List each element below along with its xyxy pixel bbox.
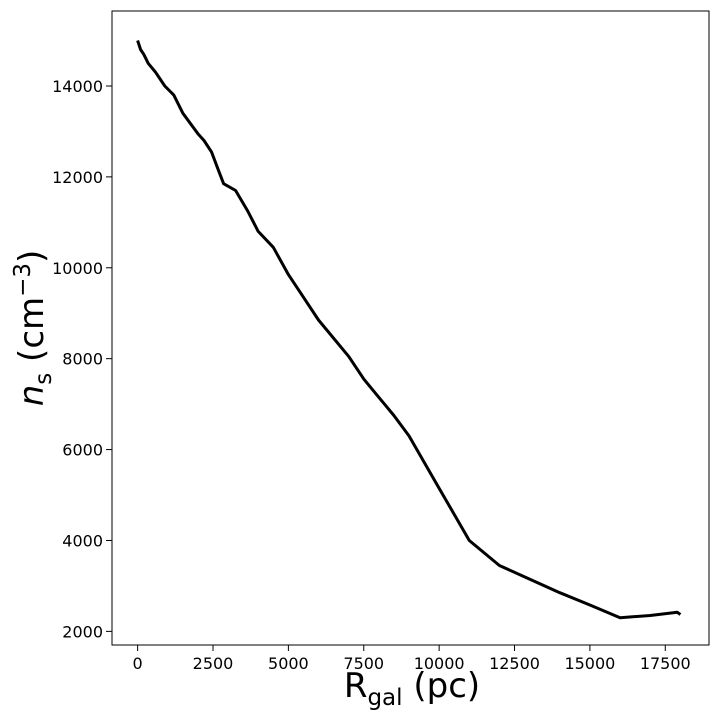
y-tick-label: 14000 xyxy=(52,77,103,96)
x-tick-label: 0 xyxy=(133,654,143,673)
x-tick-label: 12500 xyxy=(489,654,540,673)
x-axis-title-subscript: gal xyxy=(367,685,402,711)
x-tick-label: 2500 xyxy=(193,654,234,673)
data-series-line xyxy=(136,40,682,620)
y-axis-title: ns (cm−3) xyxy=(10,250,57,407)
x-axis-title-unit: (pc) xyxy=(403,666,481,706)
y-tick-label: 6000 xyxy=(62,441,103,460)
y-tick-label: 12000 xyxy=(52,168,103,187)
x-tick-label: 5000 xyxy=(268,654,309,673)
y-tick-label: 10000 xyxy=(52,259,103,278)
y-tick-label: 8000 xyxy=(62,350,103,369)
x-tick-label: 15000 xyxy=(564,654,615,673)
x-tick-label: 10000 xyxy=(414,654,465,673)
y-axis-ticks: 2000 4000 6000 8000 10000 12000 14000 xyxy=(52,77,112,641)
y-axis-title-main: n xyxy=(12,385,52,407)
plot-area xyxy=(111,10,710,646)
y-tick-label: 2000 xyxy=(62,622,103,641)
y-axis-title-subscript: s xyxy=(31,373,57,385)
x-tick-label: 7500 xyxy=(343,654,384,673)
y-axis-title-superscript: −3 xyxy=(10,263,36,297)
x-axis-title: Rgal (pc) xyxy=(344,666,480,711)
x-axis-title-main: R xyxy=(344,666,368,706)
y-tick-label: 4000 xyxy=(62,531,103,550)
y-axis-title-unit: (cm xyxy=(12,297,52,373)
x-tick-label: 17500 xyxy=(640,654,691,673)
x-axis-ticks: 0 2500 5000 7500 10000 12500 15000 17500 xyxy=(133,645,691,673)
y-axis-title-close: ) xyxy=(12,250,52,263)
